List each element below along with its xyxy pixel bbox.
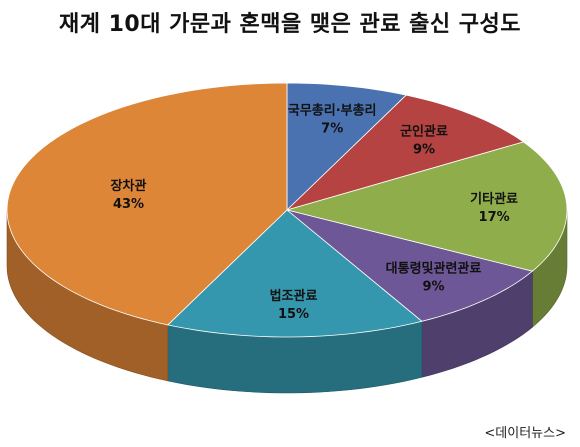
slice-label-5: 장차관 [111,178,147,194]
chart-title: 재계 10대 가문과 혼맥을 맺은 관료 출신 구성도 [58,12,522,37]
pie-slice-3 [286,209,534,322]
slice-value-2: 17% [479,210,510,225]
slice-value-1: 9% [413,143,435,158]
slice-label-1: 군인관료 [400,124,448,140]
pie-slice-1 [286,94,525,211]
slice-value-0: 7% [321,121,343,136]
slice-value-5: 43% [113,197,144,212]
pie-slice-2 [285,141,568,272]
slice-value-4: 15% [278,307,309,322]
pie-labels: 국무총리·부총리 7% 군인관료 9% 기타관료 17% 대통령및관련관료 9% 법조관료 15%… [111,102,519,322]
source-label: <데이터뉴스> [484,426,566,441]
pie-slice-4 [166,209,423,338]
pie-slices [6,82,568,338]
slice-value-3: 9% [422,280,444,295]
slice-label-0: 국무총리·부총리 [288,102,377,118]
slice-label-2: 기타관료 [470,191,518,207]
pie-slice-0 [286,82,408,211]
pie-slice-5 [6,82,288,326]
slice-label-3: 대통령및관련관료 [386,261,482,277]
pie-3d-sides [6,209,568,394]
slice-label-4: 법조관료 [270,288,318,304]
